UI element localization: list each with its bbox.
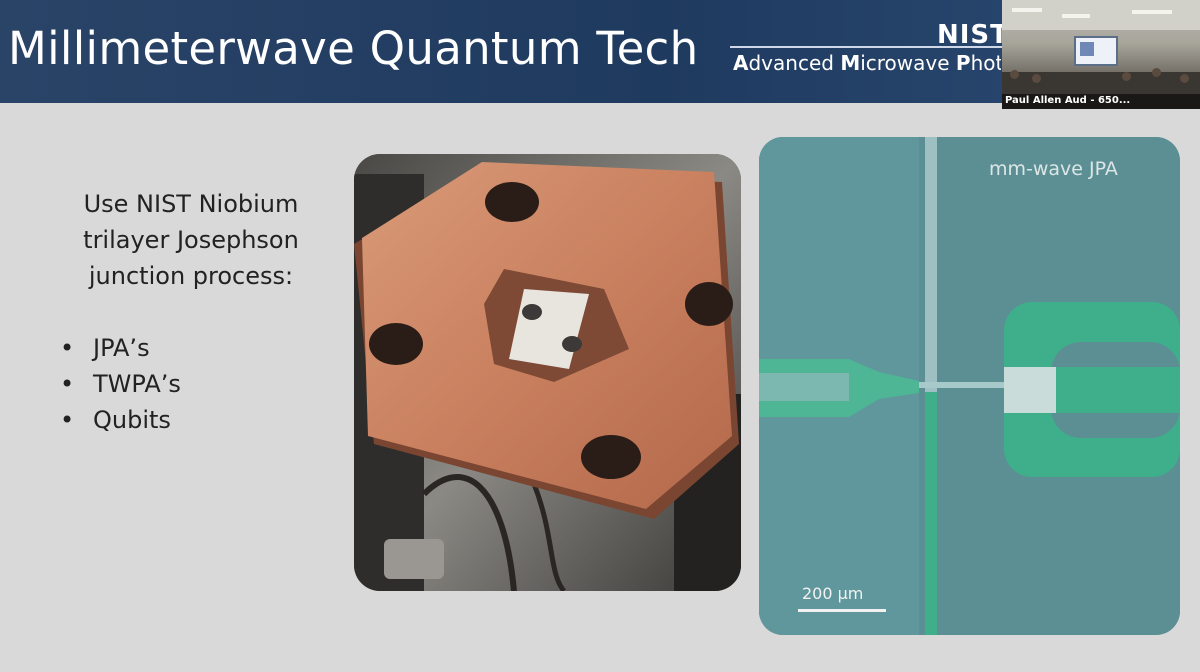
tagline-part: M bbox=[840, 51, 861, 75]
intro-line: junction process: bbox=[88, 262, 294, 290]
mounting-hole bbox=[581, 435, 641, 479]
bullet-dot: • bbox=[60, 406, 75, 434]
intro-text: Use NIST Niobium trilayer Josephson junc… bbox=[56, 186, 326, 294]
logo-divider bbox=[730, 46, 1002, 48]
bullet-list: • JPA’s • TWPA’s • Qubits bbox=[60, 330, 181, 438]
video-audience-head bbox=[1122, 72, 1131, 81]
scale-bar bbox=[798, 609, 886, 612]
micrograph-label: mm-wave JPA bbox=[989, 158, 1118, 180]
jpa-layout-illustration bbox=[759, 137, 1180, 635]
input-pad-center bbox=[759, 373, 849, 401]
wirebond-pad bbox=[562, 336, 582, 352]
resonator-inner bbox=[1051, 367, 1180, 413]
bullet-dot: • bbox=[60, 334, 75, 362]
video-audience-head bbox=[1152, 68, 1161, 77]
tagline-part: A bbox=[733, 51, 749, 75]
intro-line: trilayer Josephson bbox=[83, 226, 299, 254]
bullet-item: • Qubits bbox=[60, 402, 181, 438]
tagline-part: P bbox=[955, 51, 971, 75]
video-audience-head bbox=[1010, 70, 1019, 79]
slide-title: Millimeterwave Quantum Tech bbox=[8, 22, 699, 75]
bullet-item: • JPA’s bbox=[60, 330, 181, 366]
video-ceiling bbox=[1002, 0, 1200, 30]
video-ceiling-light bbox=[1012, 8, 1042, 12]
scale-bar-label: 200 µm bbox=[802, 584, 864, 603]
bullet-item: • TWPA’s bbox=[60, 366, 181, 402]
nist-logo: NIST bbox=[937, 20, 1009, 50]
sma-connector bbox=[384, 539, 444, 579]
participant-name-label: Paul Allen Aud - 650... bbox=[1002, 94, 1200, 109]
slide-header: Millimeterwave Quantum Tech NIST Advance… bbox=[0, 0, 1200, 103]
feedline-vertical-metal bbox=[925, 392, 937, 635]
copper-package-illustration bbox=[354, 154, 741, 591]
video-audience-head bbox=[1180, 74, 1189, 83]
mounting-hole bbox=[369, 323, 423, 365]
wirebond-pad bbox=[522, 304, 542, 320]
taper bbox=[849, 359, 919, 417]
bullet-text: TWPA’s bbox=[93, 370, 181, 398]
mounting-hole bbox=[685, 282, 733, 326]
coax-cable bbox=[421, 474, 517, 591]
bullet-dot: • bbox=[60, 370, 75, 398]
video-ceiling-light bbox=[1132, 10, 1172, 14]
tagline-part: hoton bbox=[970, 51, 1001, 75]
intro-line: Use NIST Niobium bbox=[83, 190, 299, 218]
squid-pad bbox=[1004, 367, 1056, 413]
video-audience-head bbox=[1032, 74, 1041, 83]
copper-package-photo bbox=[354, 154, 741, 591]
coupling-line bbox=[919, 382, 1004, 388]
bullet-text: Qubits bbox=[93, 406, 171, 434]
coax-cable bbox=[531, 483, 567, 591]
participant-video-thumbnail[interactable] bbox=[1002, 0, 1200, 109]
video-ceiling-light bbox=[1062, 14, 1090, 18]
group-tagline: Advanced Microwave Photon bbox=[733, 51, 1001, 75]
jpa-micrograph bbox=[759, 137, 1180, 635]
tagline-part: icrowave bbox=[860, 51, 956, 75]
tagline-part: dvanced bbox=[748, 51, 841, 75]
mounting-hole bbox=[485, 182, 539, 222]
bullet-text: JPA’s bbox=[93, 334, 150, 362]
video-projector-screen bbox=[1074, 36, 1118, 66]
